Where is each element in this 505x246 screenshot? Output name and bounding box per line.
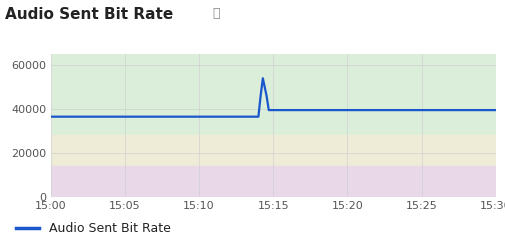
Bar [50,135,495,166]
Text: Audio Sent Bit Rate: Audio Sent Bit Rate [5,7,173,22]
Bar [50,54,495,135]
Legend: Audio Sent Bit Rate: Audio Sent Bit Rate [11,217,175,240]
Bar [50,166,495,197]
Text: ⓘ: ⓘ [212,7,220,20]
